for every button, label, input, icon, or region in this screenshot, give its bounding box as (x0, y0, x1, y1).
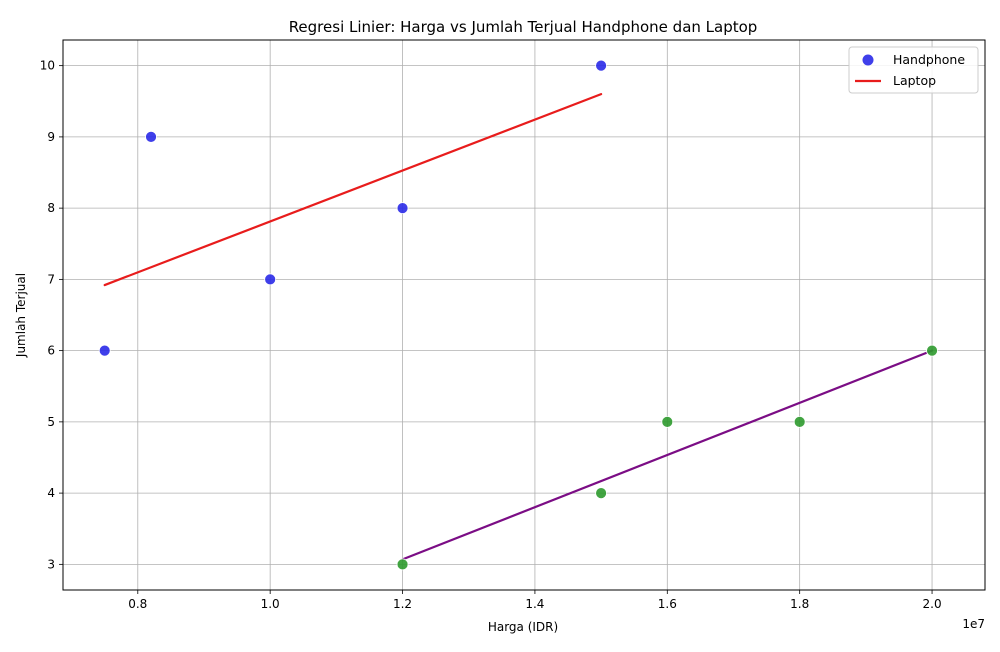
data-point (145, 130, 157, 143)
y-tick-label: 7 (47, 272, 55, 286)
data-point (396, 202, 409, 215)
regression-line (103, 93, 603, 287)
data-point (793, 415, 806, 428)
data-point (926, 344, 938, 357)
x-axis-offset-label: 1e7 (962, 617, 985, 631)
y-tick-label: 3 (47, 557, 55, 571)
y-tick-label: 10 (40, 59, 55, 73)
y-tick-label: 6 (47, 344, 55, 358)
legend-label: Laptop (893, 73, 936, 88)
grid (63, 40, 985, 590)
legend-box (848, 46, 979, 94)
x-tick-label: 1.6 (658, 597, 677, 611)
legend: Handphone Laptop (848, 46, 979, 94)
data-point (595, 487, 608, 500)
data-points (98, 59, 938, 571)
y-tick-label: 5 (47, 415, 55, 429)
plot-frame (62, 39, 986, 591)
x-tick-label: 1.4 (525, 597, 544, 611)
y-tick-label: 9 (47, 130, 55, 144)
x-axis-label: Harga (IDR) (488, 620, 558, 634)
regression-line (401, 349, 934, 561)
x-tick-label: 0.8 (128, 597, 147, 611)
regression-lines (103, 93, 934, 561)
x-tick-label: 1.2 (393, 597, 412, 611)
data-point (595, 59, 608, 72)
legend-label: Handphone (893, 52, 965, 67)
data-point (396, 558, 409, 571)
x-tick-label: 2.0 (923, 597, 942, 611)
data-point (98, 344, 111, 357)
data-point (264, 273, 277, 286)
x-tick-label: 1.8 (790, 597, 809, 611)
data-point (661, 415, 674, 428)
y-tick-label: 8 (47, 201, 55, 215)
y-tick-label: 4 (47, 486, 55, 500)
legend-marker (862, 54, 874, 66)
axis-ticks: 0.8 1.0 1.2 1.4 1.6 1.8 2.0 3 4 5 6 7 8 9 10 (40, 59, 942, 611)
x-tick-label: 1.0 (261, 597, 280, 611)
y-axis-label: Jumlah Terjual (14, 273, 28, 358)
chart-title: Regresi Linier: Harga vs Jumlah Terjual … (289, 18, 758, 36)
